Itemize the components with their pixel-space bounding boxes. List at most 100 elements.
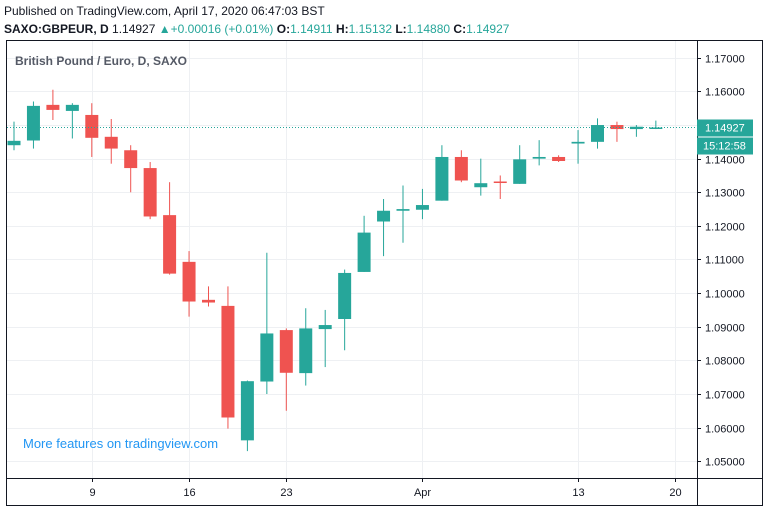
candle-body bbox=[46, 104, 60, 110]
candle-body bbox=[435, 156, 449, 201]
candle-22 bbox=[435, 145, 449, 201]
candle-body bbox=[182, 261, 196, 302]
candle-31 bbox=[610, 121, 624, 142]
candle-body bbox=[221, 305, 235, 418]
candle-body bbox=[513, 159, 527, 184]
price-tick-label-11: 1.06000 bbox=[705, 424, 745, 436]
candle-3 bbox=[65, 103, 79, 139]
candle-body bbox=[532, 156, 546, 159]
candle-body bbox=[357, 232, 371, 272]
candle-body bbox=[629, 126, 643, 130]
candle-12 bbox=[240, 380, 254, 452]
open-label: O: bbox=[276, 22, 291, 36]
candle-27 bbox=[532, 140, 546, 166]
candle-body bbox=[240, 381, 254, 441]
change-arrow-icon: ▲ bbox=[158, 22, 171, 36]
candle-29 bbox=[571, 130, 585, 164]
low-label: L: bbox=[395, 22, 407, 36]
candle-19 bbox=[377, 198, 391, 257]
candle-body bbox=[591, 125, 604, 142]
candle-13 bbox=[260, 252, 274, 394]
candle-body bbox=[143, 168, 157, 217]
price-tag: 1.14927 15:12:58 bbox=[697, 119, 753, 155]
candle-6 bbox=[124, 145, 138, 193]
price-tick-label-0: 1.17000 bbox=[705, 54, 745, 66]
published-caption: Published on TradingView.com, April 17, … bbox=[4, 4, 325, 18]
candle-body bbox=[493, 181, 507, 184]
candle-20 bbox=[396, 185, 410, 243]
price-tick-label-7: 1.10000 bbox=[705, 289, 745, 301]
candle-0 bbox=[7, 121, 21, 151]
candle-16 bbox=[318, 309, 332, 368]
candle-body bbox=[104, 136, 118, 149]
candle-10 bbox=[202, 286, 215, 307]
time-tick-label-0: 9 bbox=[89, 487, 95, 499]
candle-body bbox=[649, 127, 663, 129]
candle-body bbox=[279, 330, 293, 373]
candle-body bbox=[318, 325, 332, 330]
change-value: +0.00016 (+0.01%) bbox=[170, 22, 274, 36]
price-tick-label-1: 1.16000 bbox=[705, 87, 745, 99]
candle-32 bbox=[629, 125, 643, 137]
candle-body bbox=[299, 328, 313, 374]
candle-body bbox=[396, 209, 410, 211]
candle-9 bbox=[182, 251, 196, 317]
chart-title: British Pound / Euro, D, SAXO bbox=[15, 54, 187, 68]
candle-30 bbox=[591, 118, 604, 149]
price-tick-label-9: 1.08000 bbox=[705, 356, 745, 368]
price-tick-label-10: 1.07000 bbox=[705, 390, 745, 402]
candle-14 bbox=[279, 328, 293, 411]
price-tick-label-4: 1.13000 bbox=[705, 188, 745, 200]
candle-26 bbox=[513, 145, 527, 184]
candle-23 bbox=[454, 150, 468, 183]
candle-body bbox=[202, 299, 215, 303]
high-value: 1.15132 bbox=[348, 22, 392, 36]
price-tick-label-5: 1.12000 bbox=[705, 222, 745, 234]
candle-5 bbox=[104, 118, 118, 164]
close-value: 1.14927 bbox=[466, 22, 510, 36]
symbol-ohlc-line: SAXO:GBPEUR, D 1.14927 ▲+0.00016 (+0.01%… bbox=[4, 22, 509, 36]
candle-1 bbox=[26, 101, 40, 149]
candles bbox=[7, 89, 663, 452]
candle-2 bbox=[46, 89, 60, 120]
promo-link[interactable]: More features on tradingview.com bbox=[23, 436, 218, 451]
candle-8 bbox=[163, 182, 177, 275]
last-price-tag-text: 1.14927 bbox=[705, 123, 745, 135]
candle-body bbox=[552, 156, 566, 162]
candle-28 bbox=[552, 155, 566, 163]
candle-body bbox=[65, 104, 79, 111]
price-tick-label-6: 1.11000 bbox=[705, 255, 744, 267]
candle-11 bbox=[221, 286, 235, 429]
candle-body bbox=[377, 210, 391, 222]
candle-25 bbox=[493, 175, 507, 199]
candle-body bbox=[7, 140, 21, 146]
price-tick-label-3: 1.14000 bbox=[705, 155, 745, 167]
low-value: 1.14880 bbox=[406, 22, 451, 36]
price-axis: 1.170001.160001.150001.140001.130001.120… bbox=[697, 54, 745, 469]
time-tick-label-1: 16 bbox=[183, 487, 195, 499]
candle-body bbox=[260, 333, 274, 382]
candle-body bbox=[415, 205, 429, 210]
time-axis: 9 16 23 Apr 13 20 bbox=[89, 478, 682, 499]
open-value: 1.14911 bbox=[290, 22, 333, 36]
last-price: 1.14927 bbox=[112, 22, 156, 36]
countdown-tag bbox=[697, 137, 753, 155]
chart-frame bbox=[6, 40, 763, 506]
candle-body bbox=[454, 156, 468, 181]
price-tick-label-8: 1.09000 bbox=[705, 323, 745, 335]
time-tick-label-3: Apr bbox=[414, 487, 431, 499]
grid-lines bbox=[7, 41, 697, 478]
candle-body bbox=[26, 105, 40, 141]
countdown-tag-text: 15:12:58 bbox=[703, 141, 746, 153]
time-tick-label-5: 20 bbox=[669, 487, 681, 499]
candle-17 bbox=[338, 269, 352, 351]
candle-4 bbox=[85, 103, 99, 157]
candle-body bbox=[124, 150, 138, 169]
high-label: H: bbox=[335, 22, 349, 36]
candle-24 bbox=[474, 158, 488, 196]
candle-body bbox=[474, 183, 488, 188]
candle-body bbox=[338, 272, 352, 319]
symbol-label: SAXO:GBPEUR, D bbox=[4, 22, 109, 36]
time-tick-label-4: 13 bbox=[572, 487, 584, 499]
